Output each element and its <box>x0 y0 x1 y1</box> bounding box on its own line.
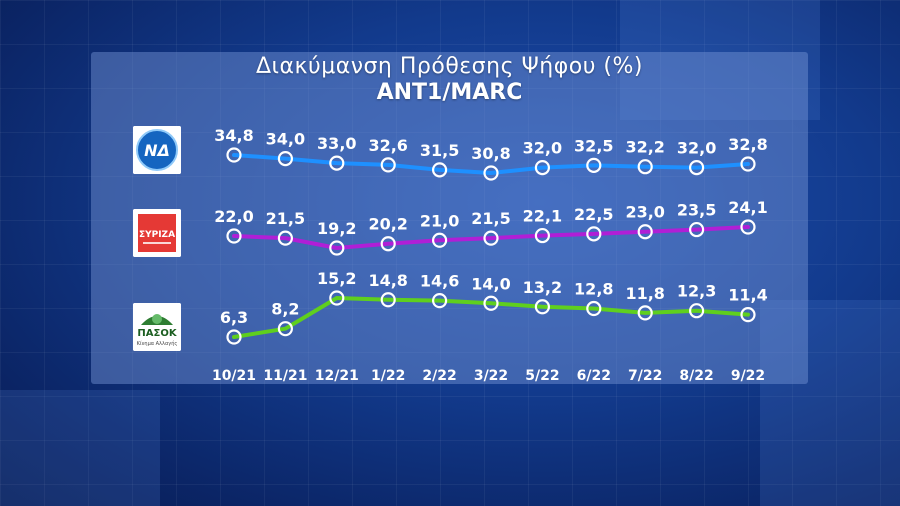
pasok-point <box>226 329 242 345</box>
pasok-logo: ΠΑΣΟΚ Κίνημα Αλλαγής <box>133 303 181 351</box>
pasok-point <box>637 305 653 321</box>
pasok-data-label: 14,8 <box>368 271 407 290</box>
syriza-point <box>534 227 551 244</box>
syriza-point <box>586 226 602 242</box>
nd-data-label: 32,2 <box>625 138 664 157</box>
syriza-data-label: 22,5 <box>574 205 613 224</box>
nd-point <box>637 159 653 175</box>
x-tick-label: 12/21 <box>315 368 359 384</box>
syriza-data-label: 23,0 <box>625 203 664 222</box>
pasok-data-label: 15,2 <box>317 269 356 288</box>
nd-data-label: 34,0 <box>266 130 305 149</box>
syriza-point <box>688 221 705 238</box>
syriza-data-label: 20,2 <box>368 215 407 234</box>
pasok-point <box>483 295 499 311</box>
pasok-data-label: 11,8 <box>625 284 664 303</box>
nd-data-label: 31,5 <box>420 141 459 160</box>
x-tick-label: 9/22 <box>731 368 765 384</box>
x-tick-label: 6/22 <box>577 368 611 384</box>
syriza-logo: ΣΥΡΙΖΑ <box>133 209 181 257</box>
pasok-logo-subtext: Κίνημα Αλλαγής <box>137 340 178 347</box>
nd-point <box>483 165 499 181</box>
x-tick-label: 10/21 <box>212 368 256 384</box>
pasok-data-label: 6,3 <box>220 308 248 327</box>
nd-point <box>380 157 396 173</box>
nd-point <box>688 160 705 176</box>
pasok-point <box>380 292 396 308</box>
pasok-point <box>277 321 293 337</box>
syriza-data-label: 21,0 <box>420 211 459 230</box>
nd-point <box>740 156 756 172</box>
x-tick-label: 1/22 <box>371 368 405 384</box>
syriza-point <box>637 224 653 240</box>
nd-data-label: 34,8 <box>214 126 253 145</box>
syriza-point <box>740 219 756 235</box>
syriza-data-label: 21,5 <box>266 209 305 228</box>
syriza-point <box>329 240 345 256</box>
chart-title: Διακύμανση Πρόθεσης Ψήφου (%) <box>256 54 643 79</box>
nd-point <box>329 155 345 171</box>
syriza-data-label: 23,5 <box>677 201 716 220</box>
pasok-data-label: 13,2 <box>523 278 562 297</box>
pasok-data-label: 11,4 <box>728 286 767 305</box>
x-tick-label: 8/22 <box>679 368 713 384</box>
nd-logo-text: ΝΔ <box>144 141 170 160</box>
pasok-data-label: 12,8 <box>574 280 613 299</box>
syriza-data-label: 21,5 <box>471 209 510 228</box>
syriza-data-label: 24,1 <box>728 198 767 217</box>
syriza-point <box>432 232 448 248</box>
nd-series-line <box>232 153 750 175</box>
background-block <box>0 390 160 506</box>
nd-data-label: 30,8 <box>471 144 510 163</box>
nd-data-label: 32,0 <box>677 139 716 158</box>
syriza-point <box>380 236 396 252</box>
x-tick-label: 7/22 <box>628 368 662 384</box>
syriza-series-line <box>232 225 750 250</box>
pasok-data-label: 14,0 <box>471 274 510 293</box>
nd-logo: ΝΔ <box>133 126 181 174</box>
x-tick-label: 2/22 <box>422 368 456 384</box>
pasok-data-label: 14,6 <box>420 272 459 291</box>
nd-point <box>534 160 551 176</box>
pasok-point <box>740 307 756 323</box>
nd-data-label: 32,5 <box>574 136 613 155</box>
background-block <box>760 300 900 506</box>
nd-point <box>277 151 293 167</box>
syriza-point <box>277 230 293 246</box>
syriza-logo-text: ΣΥΡΙΖΑ <box>139 230 175 240</box>
x-tick-label: 5/22 <box>525 368 559 384</box>
syriza-point <box>226 228 242 244</box>
nd-point <box>226 147 242 163</box>
syriza-data-label: 22,1 <box>523 207 562 226</box>
pasok-series-line <box>232 296 750 339</box>
x-tick-label: 3/22 <box>474 368 508 384</box>
pasok-point <box>586 300 602 317</box>
nd-data-label: 32,6 <box>368 136 407 155</box>
syriza-point <box>483 230 499 246</box>
nd-data-label: 33,0 <box>317 134 356 153</box>
nd-data-label: 32,0 <box>523 139 562 158</box>
pasok-point <box>432 293 448 309</box>
nd-point <box>432 162 448 178</box>
background-block <box>620 0 820 120</box>
pasok-point <box>688 303 705 319</box>
nd-point <box>586 157 602 173</box>
pasok-point <box>329 290 345 306</box>
syriza-data-label: 19,2 <box>317 219 356 238</box>
pasok-point <box>534 299 551 315</box>
pasok-data-label: 8,2 <box>271 300 299 319</box>
pasok-data-label: 12,3 <box>677 282 716 301</box>
chart-subtitle: ANT1/MARC <box>376 80 523 105</box>
nd-data-label: 32,8 <box>728 135 767 154</box>
chart-panel <box>91 52 808 384</box>
x-tick-label: 11/21 <box>263 368 307 384</box>
syriza-data-label: 22,0 <box>214 207 253 226</box>
pasok-logo-text: ΠΑΣΟΚ <box>137 328 177 339</box>
